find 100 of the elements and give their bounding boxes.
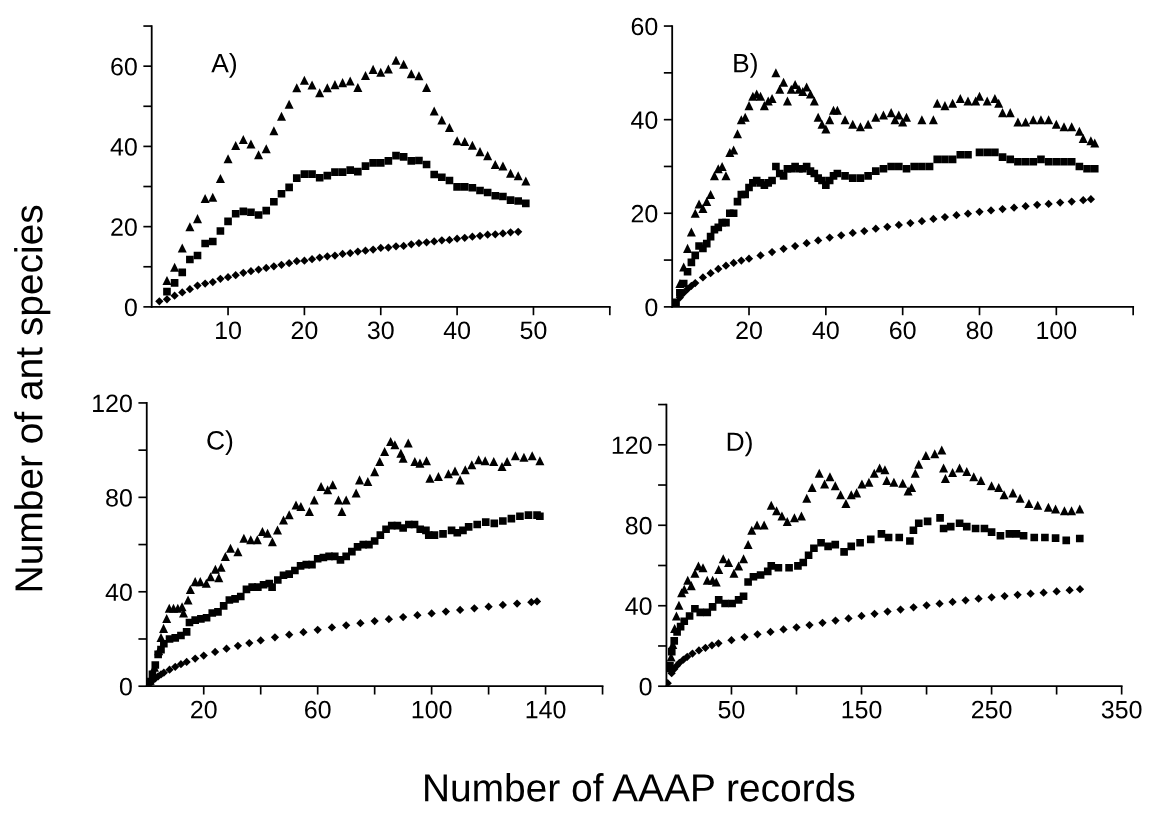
point [756, 571, 765, 579]
point [239, 268, 248, 277]
point [484, 602, 493, 611]
point [491, 230, 500, 239]
point [413, 611, 422, 620]
y-tick-label: 0 [645, 298, 658, 317]
point [216, 274, 225, 283]
point [831, 616, 840, 625]
point [170, 278, 179, 287]
point [998, 204, 1007, 214]
point [1009, 203, 1019, 212]
x-tick-label: 100 [1037, 321, 1077, 340]
point [753, 630, 762, 639]
point [866, 535, 875, 544]
point [1051, 534, 1060, 542]
point [399, 59, 409, 69]
point [498, 161, 508, 171]
point [948, 597, 957, 607]
point [729, 258, 738, 268]
point [468, 183, 477, 192]
point [840, 548, 848, 556]
point [975, 207, 984, 216]
point [1030, 533, 1039, 542]
y-tick-label: 120 [612, 436, 652, 455]
point [870, 609, 879, 618]
point [315, 173, 324, 182]
point [368, 245, 378, 254]
point [201, 239, 209, 248]
point [277, 260, 286, 269]
point [223, 154, 233, 164]
point [856, 538, 864, 547]
point [342, 621, 351, 630]
point [974, 594, 983, 603]
x-tick-label: 40 [812, 321, 839, 340]
point [883, 607, 892, 616]
point [399, 153, 408, 161]
point [737, 256, 746, 265]
y-tick-label: 60 [111, 57, 137, 76]
x-tick-label: 40 [443, 321, 471, 340]
point [483, 151, 493, 161]
point [721, 261, 731, 270]
point [199, 651, 208, 660]
point [338, 78, 348, 88]
point [427, 609, 436, 618]
point [361, 162, 370, 170]
point [346, 248, 355, 258]
point [767, 562, 776, 570]
point [831, 540, 840, 549]
point [914, 519, 923, 528]
point [200, 194, 210, 204]
point [211, 647, 220, 657]
y-tick-label: 60 [631, 17, 658, 36]
point [1039, 588, 1048, 597]
point [929, 214, 938, 224]
point [895, 533, 904, 542]
point [231, 141, 241, 151]
point [201, 279, 210, 288]
point [330, 251, 340, 260]
x-tick-label: 140 [526, 700, 566, 719]
point [307, 255, 317, 264]
point [162, 295, 172, 304]
point [178, 288, 187, 297]
point [238, 135, 248, 145]
point [399, 241, 408, 251]
point [460, 233, 469, 242]
point [740, 632, 749, 642]
point [185, 222, 195, 232]
point [165, 665, 174, 674]
point [285, 630, 294, 639]
point [170, 291, 179, 300]
point [191, 654, 200, 663]
point [871, 224, 880, 233]
y-tick-label: 0 [119, 677, 132, 696]
point [1075, 585, 1085, 594]
point [917, 217, 926, 226]
point [987, 593, 996, 602]
point [208, 277, 217, 287]
point [284, 99, 294, 109]
point [338, 249, 347, 259]
y-tick-label: 40 [105, 583, 132, 602]
point [691, 278, 700, 288]
point [514, 227, 523, 236]
y-tick-label: 20 [111, 218, 137, 236]
point [802, 239, 811, 248]
point [245, 638, 254, 648]
point [506, 168, 516, 178]
point [790, 241, 800, 251]
x-tick-label: 20 [191, 700, 217, 719]
point [467, 140, 477, 150]
point [452, 234, 462, 243]
point [1021, 202, 1030, 211]
point [270, 197, 278, 206]
point [906, 218, 915, 228]
point [779, 244, 788, 253]
point [694, 646, 704, 655]
point [962, 522, 971, 531]
point [792, 623, 801, 632]
point [452, 136, 462, 146]
point [1056, 198, 1065, 207]
point [254, 150, 264, 160]
